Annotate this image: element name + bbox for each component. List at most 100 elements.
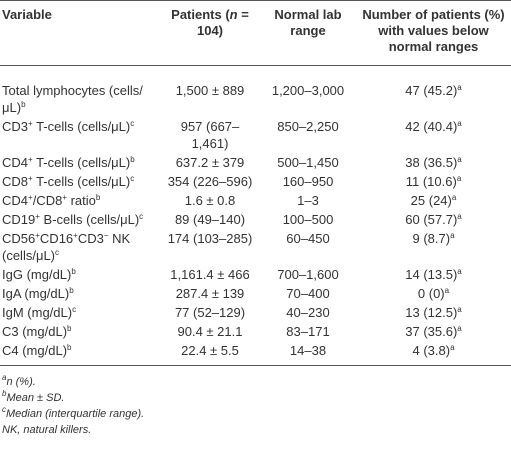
text: 70–400 [286, 286, 330, 301]
text: 14 (13.5) [405, 267, 458, 282]
superscript: a [457, 212, 462, 221]
superscript: + [28, 174, 33, 183]
superscript: a [451, 193, 457, 202]
superscript: c [130, 119, 135, 128]
table-row: CD4+ T-cells (cells/μL)b 637.2 ± 379 500–1… [0, 153, 511, 172]
footnote: cMedian (interquartile range). [2, 406, 511, 422]
superscript: b [67, 324, 72, 333]
table-cell: 14–38 [260, 341, 356, 366]
table-cell: 47 (45.2)a [356, 66, 511, 118]
table-cell: 4 (3.8)a [356, 341, 511, 366]
superscript: c [72, 305, 77, 314]
superscript: c [130, 174, 135, 183]
table-cell: 1.6 ± 0.8 [160, 191, 260, 210]
text: 1,200–3,000 [271, 83, 345, 98]
table-cell: CD4+ T-cells (cells/μL)b [0, 153, 160, 172]
text: 354 (226–596) [167, 174, 253, 189]
superscript: b [69, 286, 74, 295]
table-cell: 9 (8.7)a [356, 229, 511, 265]
table-cell: 160–950 [260, 172, 356, 191]
text: 1.6 ± 0.8 [184, 193, 236, 208]
text: 957 (667–1,461) [180, 119, 240, 151]
text: NK (cells/μL) [2, 231, 131, 263]
footnote: NK, natural killers. [2, 422, 511, 438]
superscript: c [2, 405, 6, 414]
table-cell: 70–400 [260, 284, 356, 303]
superscript: b [2, 389, 7, 398]
table-cell: CD3+ T-cells (cells/μL)c [0, 117, 160, 153]
table-cell: 1,500 ± 889 [160, 66, 260, 118]
superscript: a [444, 286, 450, 295]
table-cell: 42 (40.4)a [356, 117, 511, 153]
table-cell: C3 (mg/dL)b [0, 322, 160, 341]
table-cell: 25 (24)a [356, 191, 511, 210]
text: 60–450 [286, 231, 330, 246]
superscript: a [450, 343, 455, 352]
superscript: + [28, 193, 33, 202]
text: CD4 [2, 193, 29, 208]
text: 637.2 ± 379 [175, 155, 245, 170]
text: 700–1,600 [277, 267, 339, 282]
table-cell: C4 (mg/dL)b [0, 341, 160, 366]
superscript: + [35, 212, 40, 221]
table-cell: 90.4 ± 21.1 [160, 322, 260, 341]
text: CD56 [2, 231, 36, 246]
column-header: Number of patients (%) with values below… [356, 0, 511, 66]
table-cell: 850–2,250 [260, 117, 356, 153]
table-cell: CD56+CD16+CD3− NK (cells/μL)c [0, 229, 160, 265]
text: T-cells (cells/μL) [32, 155, 131, 170]
text: 1–3 [297, 193, 319, 208]
text: T-cells (cells/μL) [32, 174, 131, 189]
superscript: a [450, 231, 455, 240]
superscript: a [457, 324, 462, 333]
text: 9 (8.7) [412, 231, 451, 246]
table-row: CD3+ T-cells (cells/μL)c 957 (667–1,461) 8… [0, 117, 511, 153]
text: Median (interquartile range). [6, 408, 145, 420]
text: 47 (45.2) [405, 83, 458, 98]
superscript: b [67, 343, 72, 352]
text: 22.4 ± 5.5 [181, 343, 239, 358]
superscript: c [139, 212, 144, 221]
superscript: b [130, 155, 135, 164]
data-table: Variable Patients (n = 104) Normal lab ran… [0, 0, 511, 366]
footnote: an (%). [2, 374, 511, 390]
superscript: + [35, 231, 40, 240]
footnotes: an (%). bMean ± SD. cMedian (interquartile… [0, 374, 511, 438]
text: 0 (0) [417, 286, 445, 301]
superscript: + [62, 193, 67, 202]
text: 850–2,250 [277, 119, 339, 134]
superscript: b [71, 267, 76, 276]
text: Patients ( [171, 7, 230, 22]
text: T-cells (cells/μL) [32, 119, 131, 134]
text: 1,161.4 ± 466 [170, 267, 250, 282]
superscript: c [55, 248, 59, 257]
superscript: + [28, 155, 33, 164]
table-body: Total lymphocytes (cells/μL)b 1,500 ± 889… [0, 66, 511, 366]
table-cell: 700–1,600 [260, 265, 356, 284]
text: 42 (40.4) [405, 119, 458, 134]
superscript: a [457, 267, 462, 276]
table-row: IgG (mg/dL)b 1,161.4 ± 466 700–1,600 14 (13… [0, 265, 511, 284]
superscript: a [457, 119, 462, 128]
text: Variable [2, 7, 52, 22]
text: 60 (57.7) [405, 212, 458, 227]
column-header: Patients (n = 104) [160, 0, 260, 66]
table-cell: 60 (57.7)a [356, 210, 511, 229]
table-cell: 60–450 [260, 229, 356, 265]
text: 40–230 [286, 305, 330, 320]
text: 14–38 [289, 343, 327, 358]
superscript: + [73, 231, 78, 240]
column-header: Normal lab range [260, 0, 356, 66]
table-cell: CD8+ T-cells (cells/μL)c [0, 172, 160, 191]
table-cell: Total lymphocytes (cells/μL)b [0, 66, 160, 118]
text: C3 (mg/dL) [2, 324, 68, 339]
table-cell: 1,161.4 ± 466 [160, 265, 260, 284]
text: = 104) [196, 7, 249, 38]
text: B-cells (cells/μL) [39, 212, 140, 227]
table-cell: 89 (49–140) [160, 210, 260, 229]
text: C4 (mg/dL) [2, 343, 68, 358]
text: 500–1,450 [277, 155, 339, 170]
table-cell: 77 (52–129) [160, 303, 260, 322]
text: 77 (52–129) [174, 305, 246, 320]
table-cell: 500–1,450 [260, 153, 356, 172]
